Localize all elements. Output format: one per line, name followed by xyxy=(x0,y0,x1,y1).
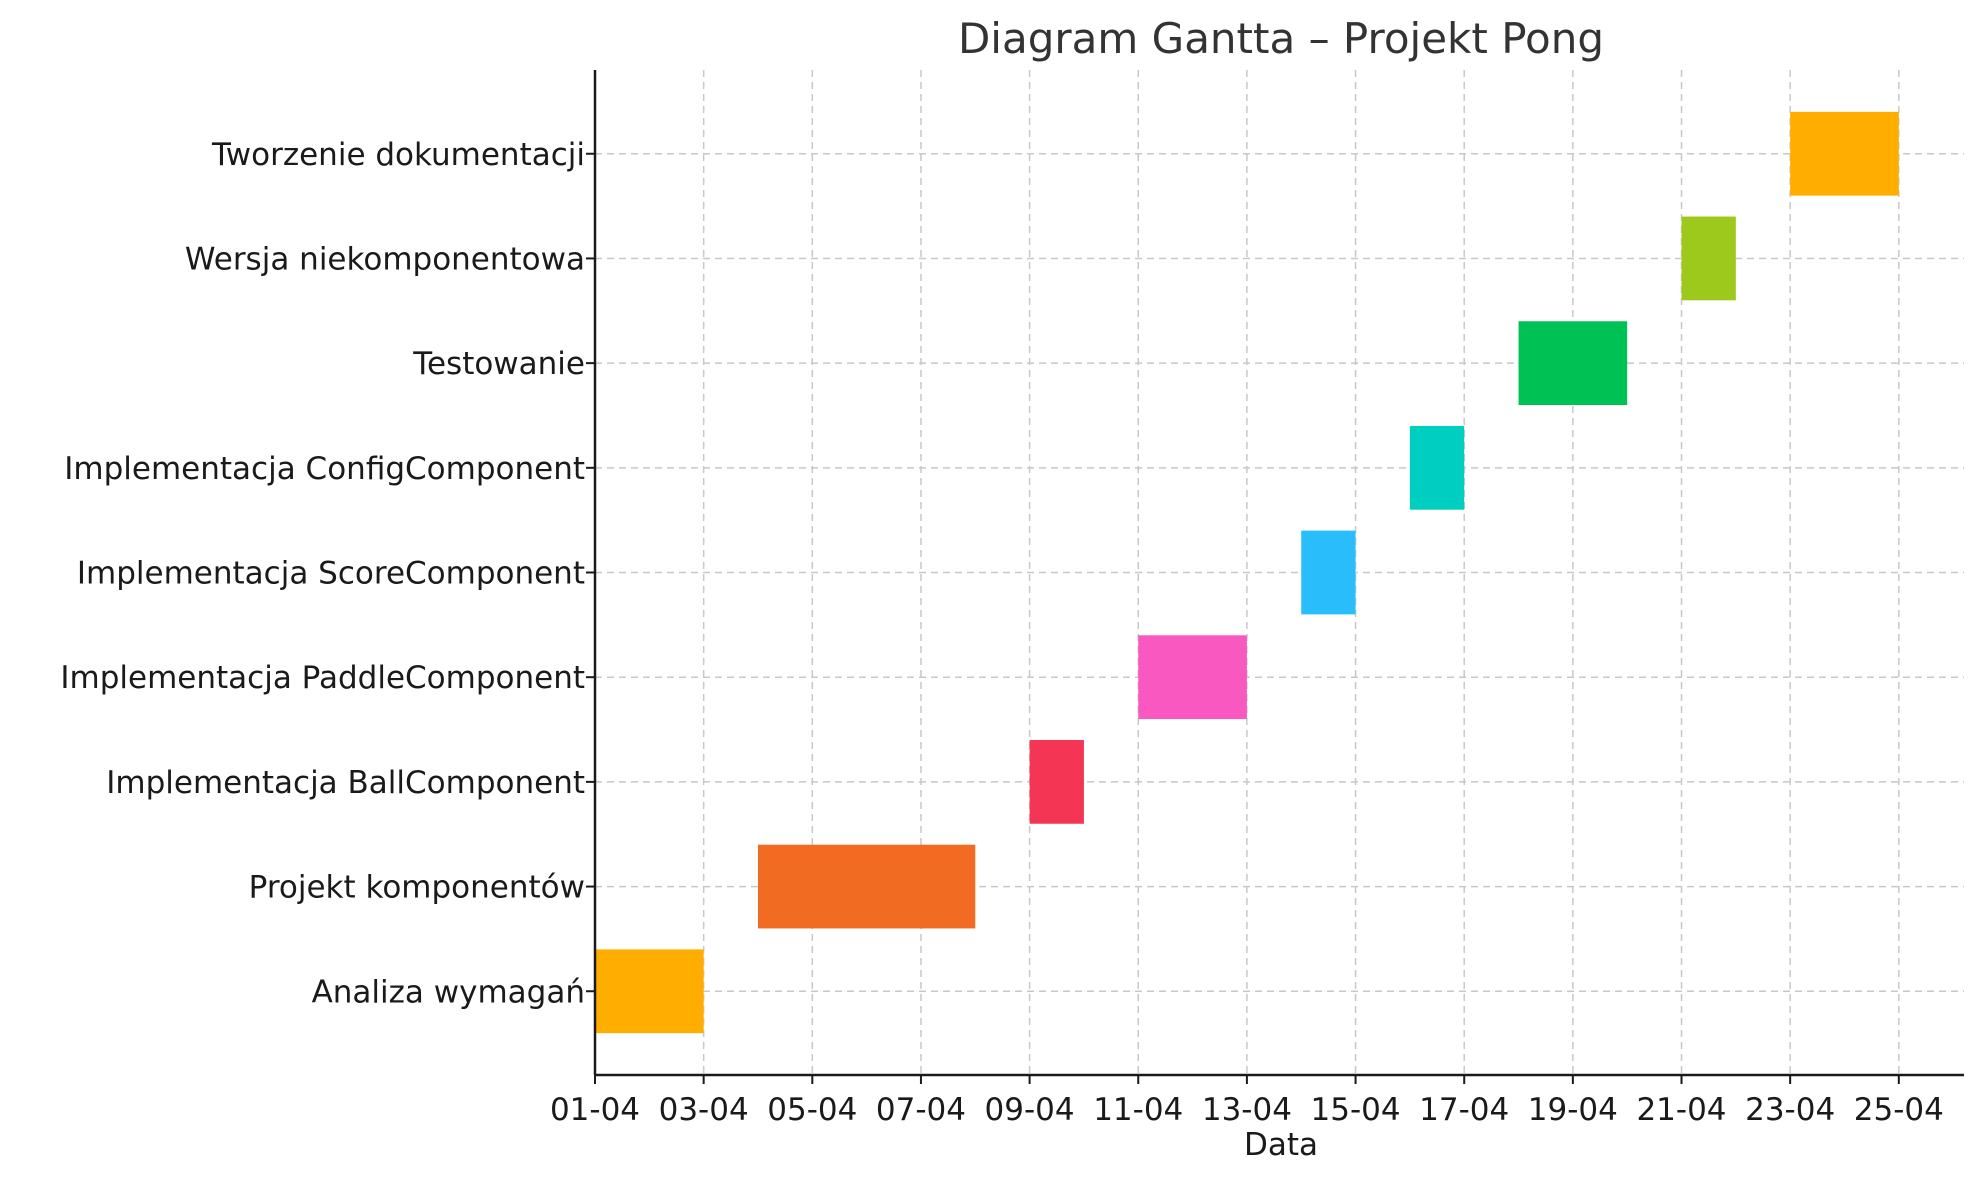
task-bar xyxy=(1409,425,1465,510)
y-tick-label: Projekt komponentów xyxy=(249,870,585,906)
y-tick-label: Testowanie xyxy=(412,346,585,382)
task-bar xyxy=(595,949,704,1034)
bars xyxy=(595,111,1899,1034)
y-tick-label: Implementacja BallComponent xyxy=(106,765,585,801)
x-tick-label: 15-04 xyxy=(1311,1092,1401,1128)
x-axis-label: Data xyxy=(1244,1127,1318,1163)
y-tick-label: Implementacja ConfigComponent xyxy=(64,451,585,487)
x-tick-label: 05-04 xyxy=(767,1092,857,1128)
task-bar xyxy=(1301,530,1356,615)
x-tick-label: 07-04 xyxy=(876,1092,966,1128)
y-tick-label: Wersja niekomponentowa xyxy=(185,241,585,277)
y-tick-label: Implementacja ScoreComponent xyxy=(77,556,585,592)
chart-title: Diagram Gantta – Projekt Pong xyxy=(958,14,1604,63)
y-tick-label: Tworzenie dokumentacji xyxy=(211,137,585,173)
x-tick-label: 01-04 xyxy=(550,1092,640,1128)
x-tick-label: 13-04 xyxy=(1202,1092,1292,1128)
task-bar xyxy=(1790,111,1899,196)
task-bar xyxy=(1029,740,1084,824)
x-tick-label: 17-04 xyxy=(1419,1092,1509,1128)
x-tick-label: 25-04 xyxy=(1854,1092,1944,1128)
x-tick-label: 19-04 xyxy=(1528,1092,1618,1128)
y-tick-label: Analiza wymagań xyxy=(312,974,585,1010)
y-axis-ticks: Analiza wymagań Projekt komponentów Implem… xyxy=(60,137,595,1010)
task-bar xyxy=(1681,216,1736,301)
x-axis-ticks: 01-04 03-04 05-04 07-04 09-04 11-04 13-04 15-04… xyxy=(550,1075,1944,1128)
y-tick-label: Implementacja PaddleComponent xyxy=(60,660,585,696)
task-bar xyxy=(1518,321,1628,405)
x-tick-label: 11-04 xyxy=(1093,1092,1183,1128)
x-tick-label: 23-04 xyxy=(1745,1092,1835,1128)
x-tick-label: 21-04 xyxy=(1636,1092,1726,1128)
task-bar xyxy=(757,844,976,929)
x-tick-label: 09-04 xyxy=(985,1092,1075,1128)
x-tick-label: 03-04 xyxy=(659,1092,749,1128)
task-bar xyxy=(1138,635,1247,720)
